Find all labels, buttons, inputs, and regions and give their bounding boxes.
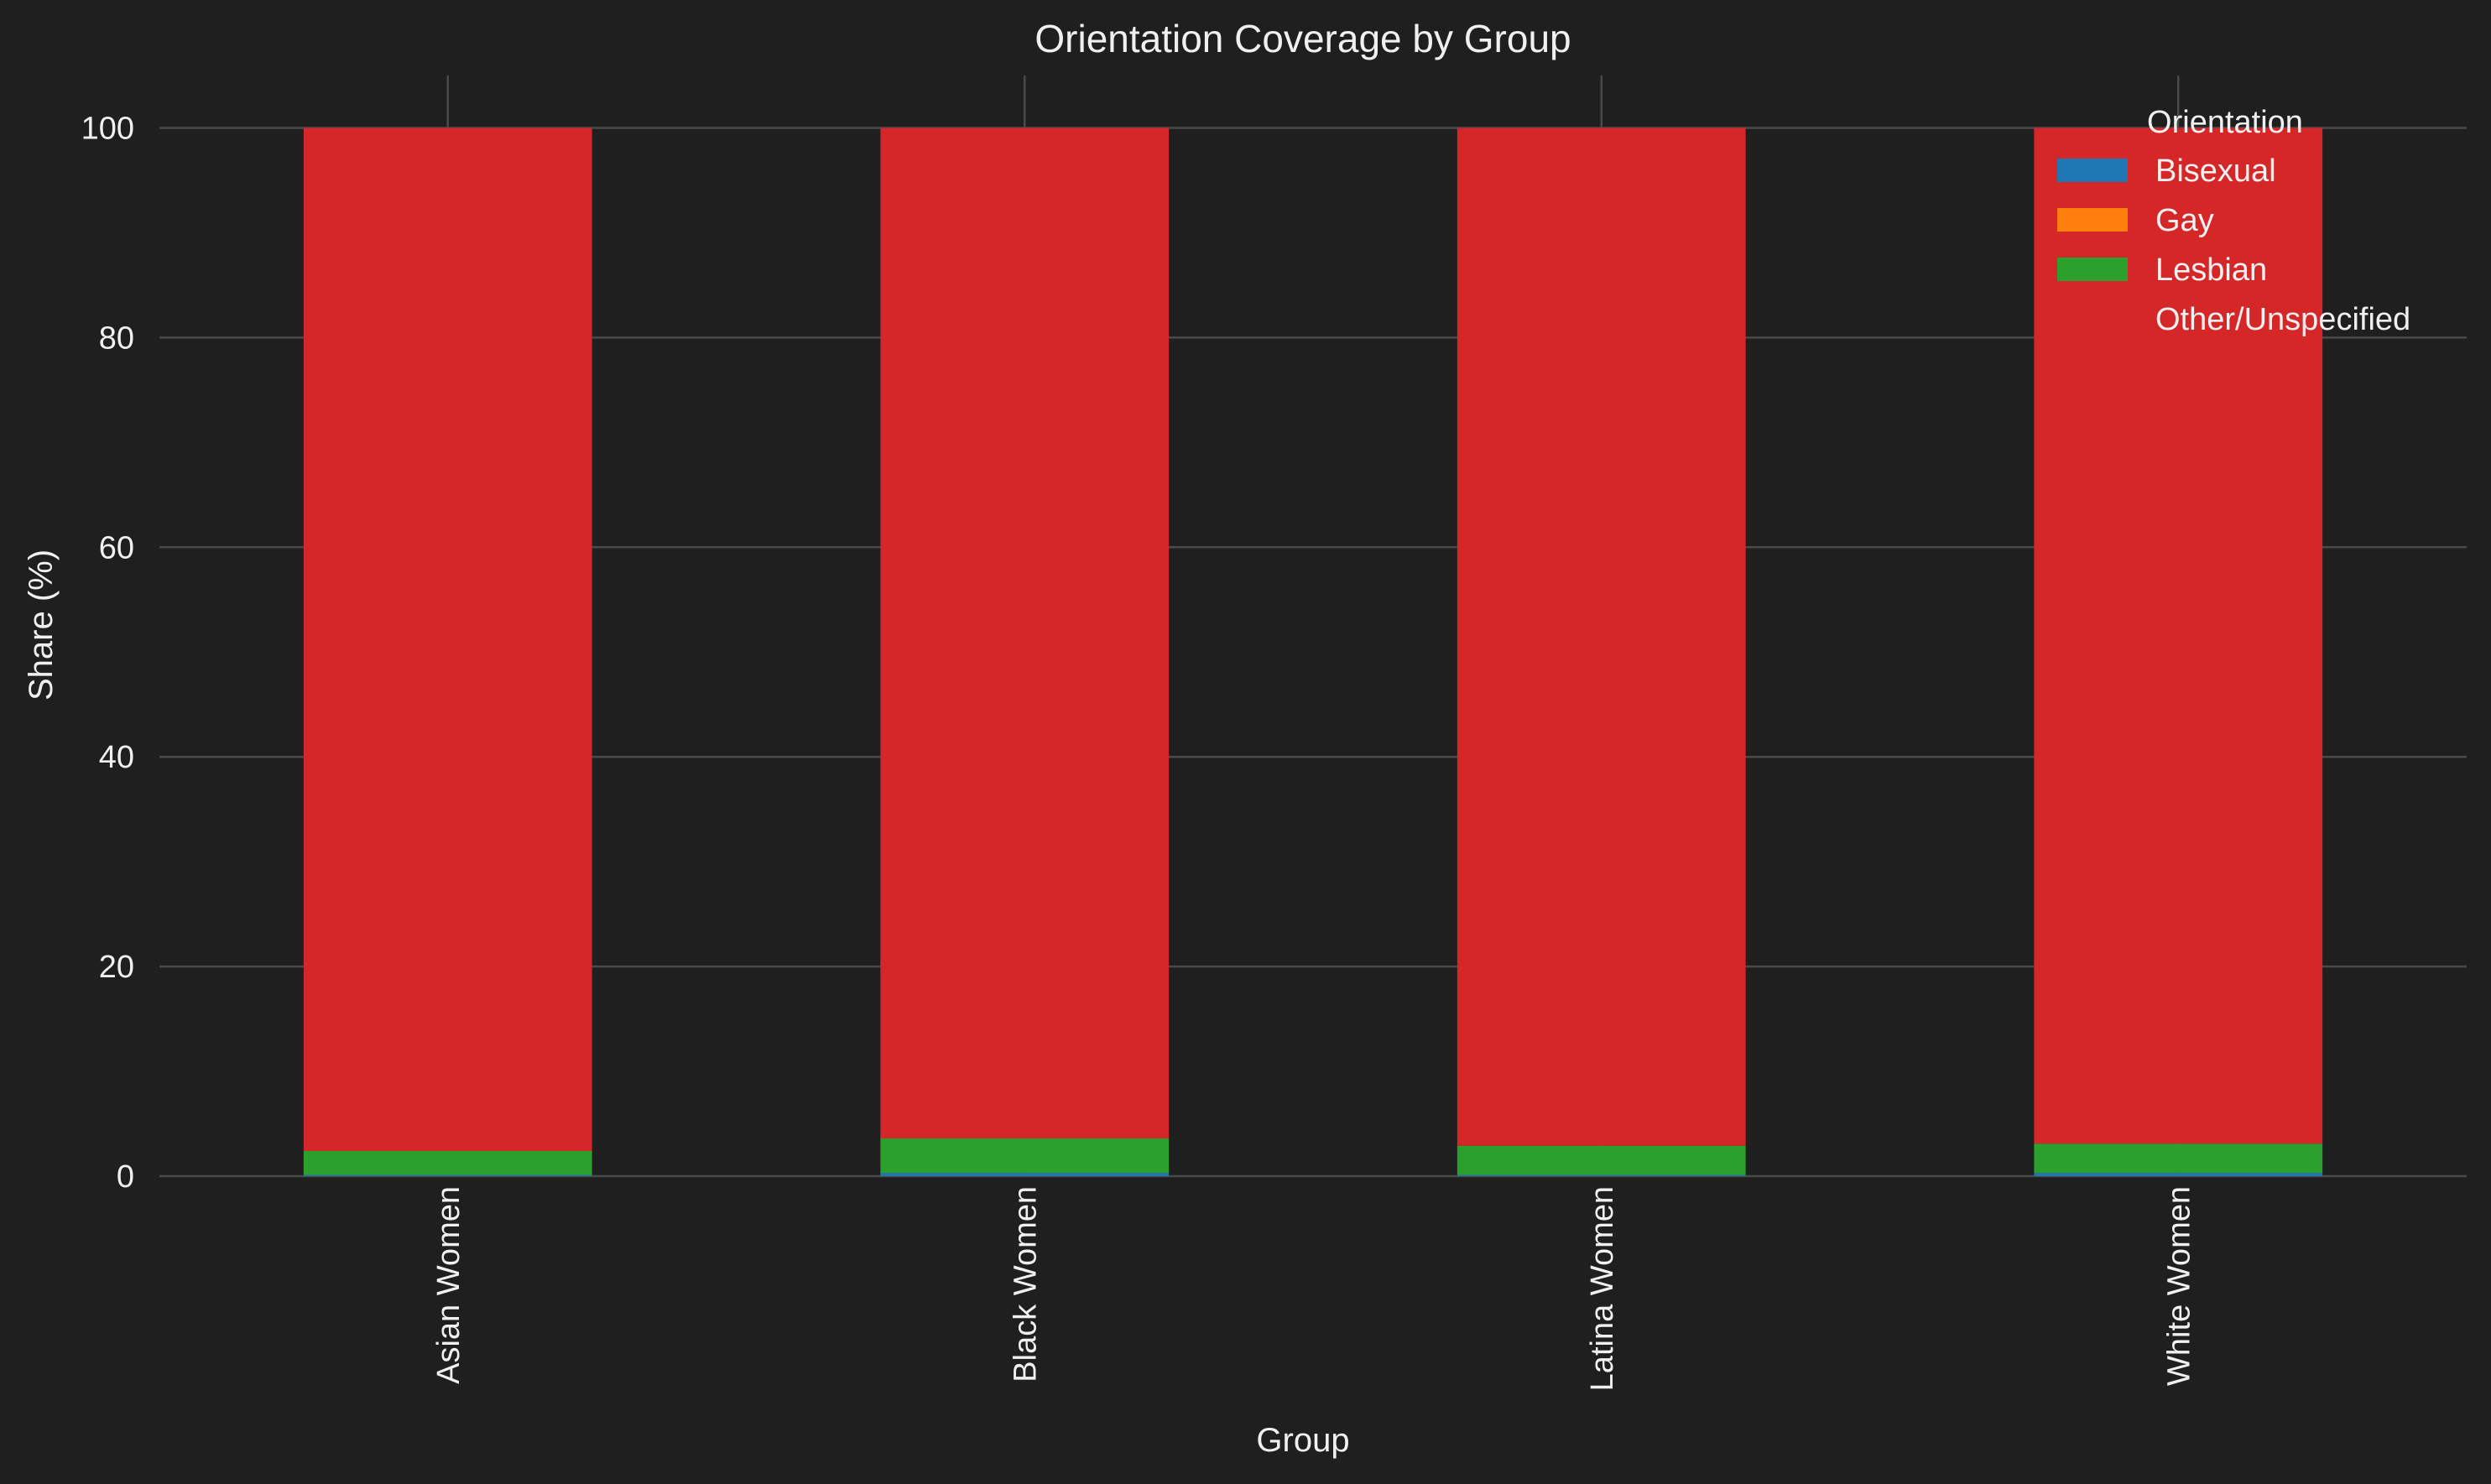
x-tick-labels: Asian Women Black Women Latina Women White … [431,1186,2197,1391]
bar-segment [303,1151,592,1175]
y-tick-label: 100 [81,111,134,146]
bar-segment [880,128,1170,1139]
y-axis-label: Share (%) [23,549,60,700]
bar-segment [1457,128,1746,1146]
x-tick-label: White Women [2161,1186,2197,1386]
y-tick-label: 0 [117,1159,134,1195]
legend-title: Orientation [2147,105,2303,140]
legend-label: Other/Unspecified [2155,302,2410,337]
x-tick-label: Asian Women [431,1186,466,1384]
chart-title: Orientation Coverage by Group [1034,17,1571,60]
x-tick-label: Black Women [1008,1186,1043,1382]
bar-segment [2034,1143,2323,1174]
legend-label: Bisexual [2155,154,2276,189]
bar-segment [303,128,592,1152]
y-tick-label: 80 [99,320,134,356]
bar-segment [880,1138,1170,1174]
bar-segment [880,1173,1170,1176]
y-tick-label: 20 [99,950,134,985]
bar-segment [1457,1174,1746,1176]
bar-segment [2034,128,2323,1144]
bar-segment [1457,1145,1746,1175]
legend-swatch [2057,258,2128,281]
y-tick-label: 40 [99,740,134,775]
x-axis-label: Group [1256,1422,1349,1459]
bar-segment [2034,1173,2323,1176]
legend-swatch [2057,208,2128,232]
bar-segment [303,1174,592,1176]
y-tick-label: 60 [99,530,134,565]
legend-label: Gay [2155,203,2214,238]
y-tick-labels: 0 20 40 60 80 100 [81,111,134,1195]
legend: Orientation Bisexual Gay Lesbian Other/Unsp… [2057,105,2410,337]
legend-label: Lesbian [2155,253,2267,288]
legend-swatch [2057,159,2128,182]
x-tick-label: Latina Women [1585,1186,1620,1391]
bars [303,128,2323,1176]
